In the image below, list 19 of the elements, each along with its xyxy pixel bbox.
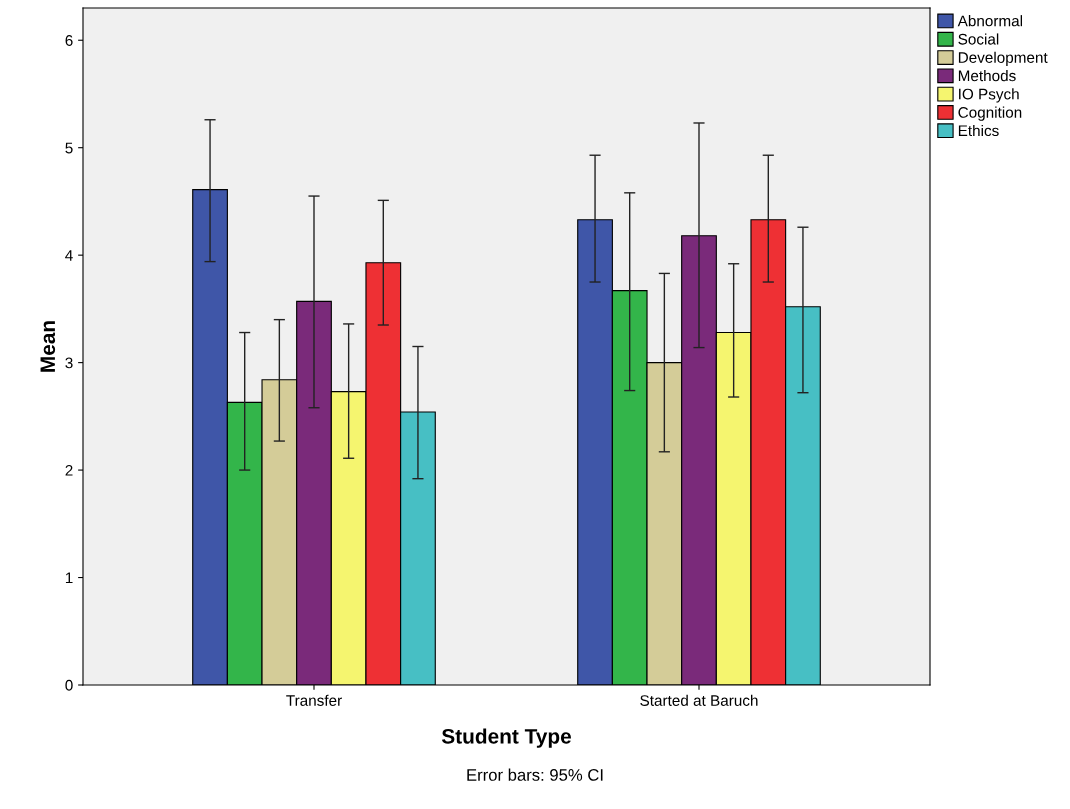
y-tick-label: 6 xyxy=(65,35,73,46)
y-tick-label: 5 xyxy=(65,142,73,154)
x-tick-label: Started at Baruch xyxy=(640,694,758,706)
legend-label: Methods xyxy=(958,69,1016,82)
legend-label: Development xyxy=(958,51,1048,66)
text: Error bars: 95% CI xyxy=(467,768,603,781)
y-tick-label: 4 xyxy=(65,250,73,261)
legend-label: Ethics xyxy=(958,124,999,137)
legend-label: IO Psych xyxy=(959,88,1019,103)
y-tick-label: 0 xyxy=(65,679,73,691)
legend-label: Cognition xyxy=(958,106,1022,121)
y-axis-title: Mean xyxy=(40,321,56,372)
x-tick-label: Transfer xyxy=(286,694,342,706)
y-tick-label: 3 xyxy=(65,357,73,369)
y-tick-label: 2 xyxy=(65,464,73,476)
legend-label: Social xyxy=(958,33,999,45)
legend-label: Abnormal xyxy=(957,15,1023,27)
y-tick-label: 1 xyxy=(65,572,73,584)
x-axis-title: Student Type xyxy=(441,728,571,748)
